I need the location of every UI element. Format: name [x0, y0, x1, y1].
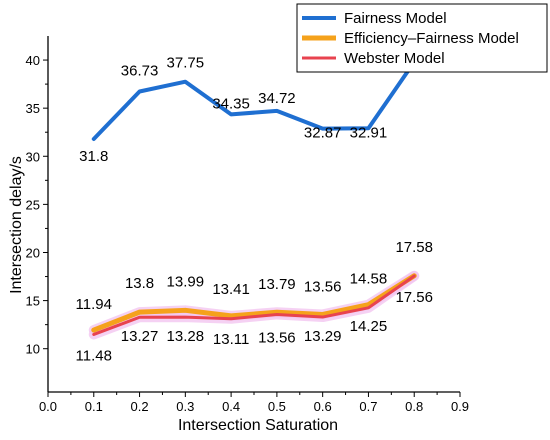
legend: Fairness Model Efficiency–Fairness Model W…: [296, 3, 548, 73]
y-axis-title: Intersection delay/s: [8, 156, 25, 294]
y-tick-label: 20: [26, 245, 40, 260]
data-label-efficiency-fairness: 13.8: [125, 275, 154, 292]
x-tick-label: 0.5: [268, 399, 286, 414]
data-label-fairness: 34.72: [258, 90, 296, 107]
x-tick-label: 0.7: [359, 399, 377, 414]
legend-label-webster: Webster Model: [344, 50, 445, 67]
x-tick-label: 0.2: [131, 399, 149, 414]
series-line-webster: [92, 274, 416, 336]
x-tick-label: 0.9: [451, 399, 469, 414]
y-tick-label: 15: [26, 294, 40, 309]
data-label-efficiency-fairness: 13.99: [167, 273, 205, 290]
series-lines: [88, 59, 420, 340]
y-tick-label: 30: [26, 149, 40, 164]
legend-label-efficiency-fairness: Efficiency–Fairness Model: [344, 30, 519, 47]
data-label-webster: 14.25: [350, 318, 388, 335]
data-label-webster: 13.28: [167, 328, 205, 345]
data-label-fairness: 31.8: [79, 148, 108, 165]
data-label-efficiency-fairness: 14.58: [350, 271, 388, 288]
x-axis-title: Intersection Saturation: [178, 417, 338, 434]
data-label-webster: 13.27: [121, 328, 159, 345]
data-label-fairness: 36.73: [121, 63, 159, 80]
y-tick-label: 25: [26, 197, 40, 212]
x-tick-label: 0.6: [314, 399, 332, 414]
y-tick-label: 10: [26, 342, 40, 357]
data-label-fairness: 37.75: [167, 55, 205, 72]
x-tick-label: 0.3: [176, 399, 194, 414]
series-line-efficiency-fairness: [91, 273, 417, 333]
legend-box: [296, 3, 548, 73]
x-tick-label: 0.8: [405, 399, 423, 414]
data-label-fairness: 34.35: [212, 95, 250, 112]
data-label-webster: 11.48: [76, 347, 112, 364]
data-label-efficiency-fairness: 17.58: [395, 239, 433, 256]
axes: 0.0 0.1 0.2 0.3 0.4 0.5 0.6 0.7 0.8 0.9 10 15 20 25 30…: [26, 36, 469, 414]
data-label-webster: 13.29: [304, 328, 342, 345]
data-label-webster: 13.56: [258, 329, 296, 346]
data-label-efficiency-fairness: 13.79: [258, 276, 296, 293]
data-label-fairness: 32.91: [350, 124, 388, 141]
data-label-fairness: 32.87: [304, 125, 342, 142]
series-line-fairness: [91, 59, 417, 141]
data-label-efficiency-fairness: 13.56: [304, 278, 342, 295]
data-label-efficiency-fairness: 13.41: [212, 281, 250, 298]
data-label-webster: 17.56: [395, 289, 433, 306]
legend-label-fairness: Fairness Model: [344, 10, 447, 27]
y-tick-label: 40: [26, 53, 40, 68]
x-tick-label: 0.4: [222, 399, 240, 414]
data-label-webster: 13.11: [213, 331, 249, 348]
y-tick-label: 35: [26, 101, 40, 116]
x-tick-label: 0.1: [85, 399, 103, 414]
data-labels: 31.836.7337.7534.3534.7232.8732.9139.811…: [76, 53, 433, 364]
data-label-efficiency-fairness: 11.94: [76, 296, 112, 313]
x-tick-label: 0.0: [39, 399, 57, 414]
